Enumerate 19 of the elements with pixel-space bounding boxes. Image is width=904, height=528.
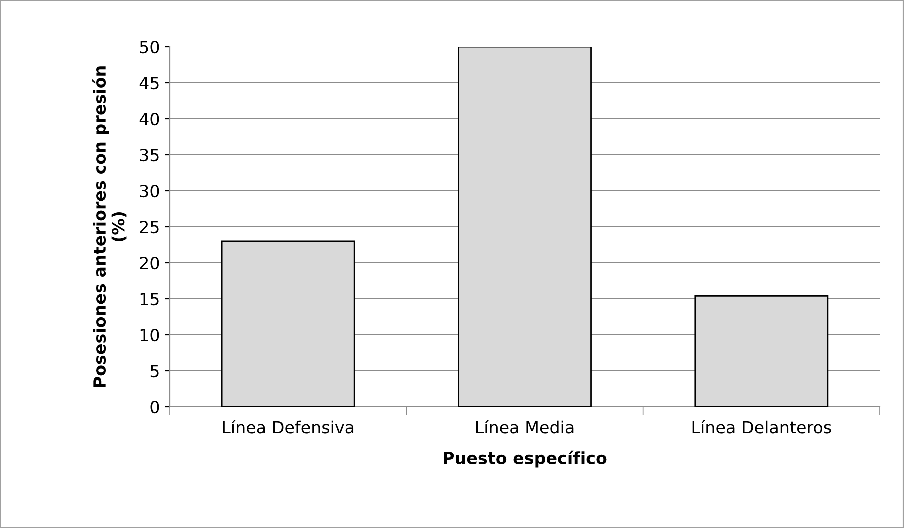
y-tick-label: 0 bbox=[150, 400, 160, 414]
y-tick-label: 30 bbox=[140, 184, 160, 198]
y-tick-label: 5 bbox=[150, 365, 159, 378]
x-tick-label: Línea Media bbox=[476, 420, 574, 434]
bar bbox=[221, 240, 356, 407]
y-tick-label: 35 bbox=[140, 148, 159, 162]
y-tick-label: 20 bbox=[140, 256, 160, 270]
y-tick-label: 40 bbox=[140, 112, 160, 126]
y-tick-label: 15 bbox=[140, 293, 159, 306]
bar bbox=[694, 295, 829, 407]
x-tick-label: Línea Delanteros bbox=[692, 420, 832, 434]
y-tick-label: 25 bbox=[140, 220, 159, 234]
y-tick-label: 50 bbox=[140, 40, 160, 54]
y-axis-title: Posesiones anteriores con presión (%) bbox=[92, 66, 127, 388]
y-tick-label: 45 bbox=[140, 77, 159, 90]
x-axis-title: Puesto específico bbox=[444, 450, 607, 468]
x-tick-label: Línea Defensiva bbox=[223, 420, 354, 434]
bar bbox=[458, 47, 592, 407]
y-tick-label: 10 bbox=[140, 328, 160, 342]
